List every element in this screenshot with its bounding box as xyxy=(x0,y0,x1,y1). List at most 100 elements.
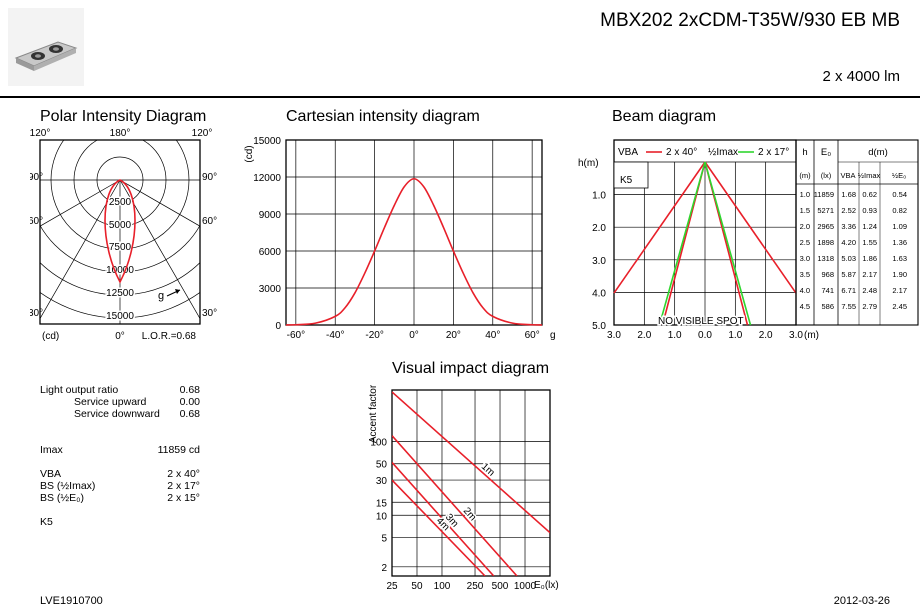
beam-table-cell: 3.36 xyxy=(841,222,856,231)
polar-angle-label: 90° xyxy=(202,172,217,183)
polar-ring-label: 10000 xyxy=(106,265,134,276)
cartesian-y-tick: 9000 xyxy=(259,210,282,221)
beam-table-cell: 2.0 xyxy=(800,222,810,231)
visual-impact-line xyxy=(392,479,486,576)
stat-value: 2 x 40° xyxy=(167,468,200,480)
luminaire-product-image xyxy=(8,8,84,86)
polar-ring-label: 12500 xyxy=(106,288,134,299)
visual-impact-y-tick: 5 xyxy=(381,533,387,544)
beam-table-cell: 1.5 xyxy=(800,206,810,215)
beam-table-cell: 1.09 xyxy=(892,222,907,231)
visual-impact-line xyxy=(392,435,518,576)
beam-table-cell: 2.48 xyxy=(862,286,877,295)
cartesian-x-tick: 20° xyxy=(446,330,461,341)
beam-table-cell: 0.93 xyxy=(862,206,877,215)
cartesian-y-tick: 6000 xyxy=(259,247,282,258)
beam-cone-line xyxy=(704,161,797,294)
beam-table-cell: 4.20 xyxy=(841,238,856,247)
polar-intensity-curve xyxy=(104,179,136,284)
polar-angle-label: 120° xyxy=(192,128,213,139)
plane-arrowhead xyxy=(175,289,180,294)
visual-impact-title: Visual impact diagram xyxy=(392,360,550,377)
beam-table-cell: 968 xyxy=(821,270,834,279)
beam-table-cell: 4.5 xyxy=(800,302,810,311)
beam-table-cell: 1.90 xyxy=(892,270,907,279)
polar-unit-label: (cd) xyxy=(42,331,59,342)
beam-table-cell: 1.36 xyxy=(892,238,907,247)
beam-diagram: VBA 2 x 40° ½Imax 2 x 17° K5 h(m) 1.02.0… xyxy=(578,139,919,341)
visual-impact-y-tick: 10 xyxy=(376,511,388,522)
beam-table-cell: 6.71 xyxy=(841,286,856,295)
beam-table-cell: 586 xyxy=(821,302,834,311)
stat-value: 0.00 xyxy=(179,396,200,408)
document-date: 2012-03-26 xyxy=(833,595,890,607)
polar-intensity-diagram: 120° 180° 120° 90° 90° 60° 60° 30° 30° 2… xyxy=(30,128,217,342)
visual-impact-x-tick: 100 xyxy=(434,581,451,592)
cartesian-y-tick: 3000 xyxy=(259,284,282,295)
cartesian-x-tick: -40° xyxy=(326,330,344,341)
beam-table-cell: 2.79 xyxy=(862,302,877,311)
cartesian-y-tick: 12000 xyxy=(253,173,281,184)
beam-cone-line xyxy=(613,161,706,294)
visual-impact-line-label: 2m xyxy=(461,506,478,524)
stat-value: 0.68 xyxy=(179,408,200,420)
document-code: LVE1910700 xyxy=(40,595,103,607)
visual-impact-y-tick: 30 xyxy=(376,476,388,487)
polar-ring-label: 7500 xyxy=(109,242,132,253)
stat-value: 11859 cd xyxy=(157,444,200,456)
beam-x-tick: 1.0 xyxy=(668,330,682,341)
visual-impact-x-tick: 25 xyxy=(386,581,398,592)
table-subheader: (lx) xyxy=(821,171,832,180)
beam-table-cell: 1.24 xyxy=(862,222,877,231)
stat-label: Imax xyxy=(40,444,63,456)
beam-table-cell: 7.55 xyxy=(841,302,856,311)
polar-spoke xyxy=(40,179,121,227)
table-header-e0: E₀ xyxy=(821,147,831,158)
beam-table-cell: 1.68 xyxy=(841,190,856,199)
table-subheader: (m) xyxy=(799,171,811,180)
beam-y-tick: 1.0 xyxy=(592,191,606,202)
stat-label: BS (½E₀) xyxy=(40,492,85,504)
cartesian-title: Cartesian intensity diagram xyxy=(286,108,480,125)
beam-table-cell: 1898 xyxy=(817,238,834,247)
visual-impact-y-tick: 50 xyxy=(376,460,388,471)
beam-x-tick: 2.0 xyxy=(637,330,651,341)
cartesian-x-tick: -20° xyxy=(365,330,383,341)
polar-angle-label: 120° xyxy=(30,128,50,139)
beam-y-tick: 4.0 xyxy=(592,288,606,299)
beam-y-tick: 5.0 xyxy=(592,321,606,332)
beam-legend-40: 2 x 40° xyxy=(666,147,697,158)
cartesian-x-tick: 40° xyxy=(485,330,500,341)
cartesian-y-tick: 0 xyxy=(275,321,281,332)
beam-x-tick: 0.0 xyxy=(698,330,712,341)
visual-impact-x-unit: E₀(lx) xyxy=(534,580,559,591)
beam-table-cell: 1.0 xyxy=(800,190,810,199)
header-divider xyxy=(0,96,920,98)
beam-annotation: NO VISIBLE SPOT xyxy=(658,316,744,327)
stat-label: Light output ratio xyxy=(40,384,119,396)
stat-label: BS (½Imax) xyxy=(40,480,96,492)
beam-table-cell: 1.63 xyxy=(892,254,907,263)
beam-y-unit: h(m) xyxy=(578,158,599,169)
polar-ring-label: 5000 xyxy=(109,220,132,231)
cartesian-y-unit: (cd) xyxy=(244,145,255,162)
stat-value: 2 x 17° xyxy=(167,480,200,492)
polar-ring-label: 2500 xyxy=(109,197,132,208)
beam-table-cell: 2.5 xyxy=(800,238,810,247)
polar-angle-label: 180° xyxy=(110,128,131,139)
cartesian-x-tick: 60° xyxy=(525,330,540,341)
visual-impact-y-tick: 2 xyxy=(381,563,387,574)
visual-impact-x-tick: 50 xyxy=(411,581,423,592)
table-header-d: d(m) xyxy=(868,147,888,158)
polar-spoke xyxy=(119,179,200,320)
beam-table-cell: 1318 xyxy=(817,254,834,263)
beam-class-label: K5 xyxy=(620,175,633,186)
beam-table-cell: 0.82 xyxy=(892,206,907,215)
visual-impact-y-label: Accent factor xyxy=(368,384,379,443)
beam-table-cell: 3.5 xyxy=(800,270,810,279)
stat-label: VBA xyxy=(40,468,62,480)
beam-x-tick: 3.0 xyxy=(789,330,803,341)
beam-x-tick: 3.0 xyxy=(607,330,621,341)
beam-table-cell: 1.86 xyxy=(862,254,877,263)
